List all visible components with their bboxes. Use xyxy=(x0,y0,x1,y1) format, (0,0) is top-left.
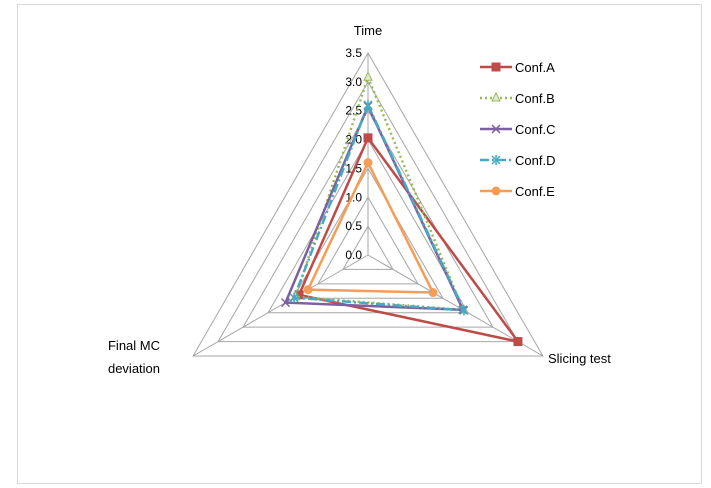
radial-tick-labels: 0.00.51.01.52.02.53.03.5 xyxy=(345,46,362,262)
series-line xyxy=(306,159,436,294)
axis-label-time: Time xyxy=(354,23,382,38)
legend: Conf.A Conf.B Conf.C Conf.D Conf.E xyxy=(480,60,555,199)
data-point xyxy=(459,305,469,316)
series-line xyxy=(283,103,465,312)
tick-label: 3.0 xyxy=(345,75,362,89)
data-point xyxy=(491,62,501,72)
data-point xyxy=(303,285,313,295)
data-point xyxy=(491,91,501,102)
tick-label: 3.5 xyxy=(345,46,362,60)
series-conf-a xyxy=(294,133,523,347)
radar-chart: 0.00.51.01.52.02.53.03.5 Time Slicing te… xyxy=(108,23,611,376)
data-point xyxy=(289,292,299,303)
axis-label-line: deviation xyxy=(108,361,160,376)
grid-ring xyxy=(317,196,419,285)
grid-ring xyxy=(292,167,444,299)
data-point xyxy=(363,71,373,81)
legend-item: Conf.D xyxy=(480,153,555,168)
series-conf-d xyxy=(289,99,469,316)
axis-label-line: Final MC xyxy=(108,338,160,353)
tick-label: 2.5 xyxy=(345,104,362,118)
data-point xyxy=(428,288,438,298)
grid-ring xyxy=(217,80,519,343)
legend-label: Conf.D xyxy=(515,153,555,168)
grid-ring xyxy=(192,52,544,357)
data-point xyxy=(363,158,373,168)
data-point xyxy=(280,298,291,308)
axis-labels: Time Slicing test Final MC deviation xyxy=(108,23,611,376)
data-point xyxy=(491,155,501,165)
axis-label-slicing-test: Slicing test xyxy=(548,351,611,366)
axis-label-final-mc-deviation: Final MC deviation xyxy=(108,338,160,376)
legend-label: Conf.A xyxy=(515,60,555,75)
series-conf-e xyxy=(303,158,438,298)
data-point xyxy=(363,99,373,110)
tick-label: 0.0 xyxy=(345,248,362,262)
legend-item: Conf.B xyxy=(480,91,555,106)
legend-item: Conf.E xyxy=(480,184,555,199)
legend-label: Conf.C xyxy=(515,122,555,137)
grid-ring xyxy=(342,225,394,270)
series-conf-b xyxy=(290,71,468,314)
chart-area: 0.0 0.5 1.0 1.5 2.0 2.5 3.0 3.5 Time Slicing te… xyxy=(17,4,702,484)
grid-ring xyxy=(242,109,494,328)
data-point xyxy=(363,133,373,143)
series-line xyxy=(297,135,521,344)
tick-label: 0.5 xyxy=(345,219,362,233)
series-layer xyxy=(280,71,523,347)
legend-label: Conf.B xyxy=(515,91,555,106)
legend-item: Conf.C xyxy=(480,122,555,137)
legend-item: Conf.A xyxy=(480,60,555,75)
legend-label: Conf.E xyxy=(515,184,555,199)
data-point xyxy=(491,186,501,196)
data-point xyxy=(491,124,501,134)
radar-grid xyxy=(192,52,544,357)
data-point xyxy=(513,337,523,347)
axis-spoke xyxy=(192,254,369,357)
series-line xyxy=(292,101,467,312)
